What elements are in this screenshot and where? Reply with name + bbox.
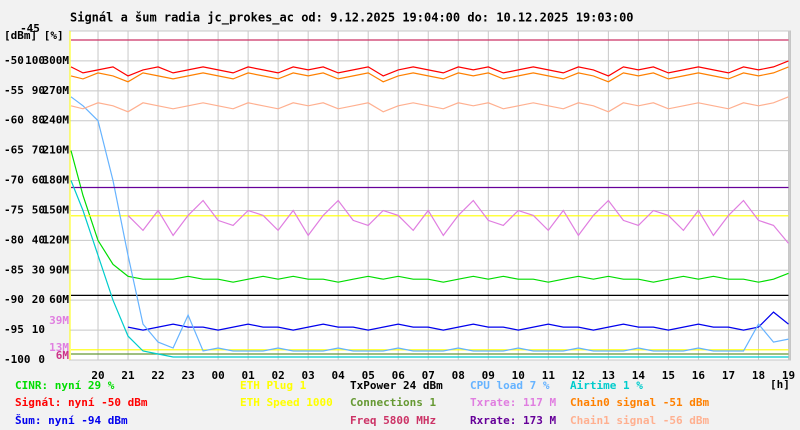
y3-tick-label: 300M <box>43 54 70 67</box>
y-tick-label: -85 <box>4 263 24 276</box>
legend-entry: Chain0 signal -51 dBm <box>570 396 709 409</box>
series-line <box>70 150 789 283</box>
y3-tick-label: 240M <box>43 114 70 127</box>
x-tick-label: 00 <box>211 369 224 382</box>
x-tick-label: 11 <box>542 369 556 382</box>
series-line <box>70 180 789 358</box>
y3-tick-label: 90M <box>49 263 69 276</box>
y2-tick-label: 100 <box>25 54 45 67</box>
x-tick-label: 18 <box>752 369 765 382</box>
y-tick-label: -60 <box>4 114 24 127</box>
legend-entry: Txrate: 117 M <box>470 396 556 409</box>
y-tick-label: -50 <box>4 54 24 67</box>
x-tick-label: 12 <box>572 369 585 382</box>
x-tick-label: 03 <box>302 369 315 382</box>
x-tick-label: 20 <box>91 369 104 382</box>
series-line <box>127 199 789 244</box>
y-tick-label: -95 <box>4 323 24 336</box>
x-axis-label: [h] <box>770 378 790 391</box>
x-tick-label: 15 <box>662 369 675 382</box>
y2-tick-label: 90 <box>32 84 45 97</box>
annotation: 39M <box>49 314 69 327</box>
y2-tick-label: 0 <box>38 353 45 366</box>
y-tick-label: -70 <box>4 174 24 187</box>
x-tick-label: 09 <box>482 369 495 382</box>
y3-tick-label: 270M <box>43 84 70 97</box>
y2-tick-label: 60 <box>32 174 45 187</box>
x-tick-label: 23 <box>181 369 194 382</box>
y2-tick-label: 20 <box>32 293 45 306</box>
x-tick-label: 08 <box>452 369 465 382</box>
y-tick-label: -90 <box>4 293 24 306</box>
legend-entry: CPU load 7 % <box>470 379 550 392</box>
legend-entry: Rxrate: 173 M <box>470 414 556 427</box>
x-tick-label: 06 <box>392 369 406 382</box>
y2-tick-label: 70 <box>32 144 45 157</box>
x-tick-label: 13 <box>602 369 615 382</box>
y-axis-label: [dBm] [%] <box>4 29 64 42</box>
x-tick-label: 07 <box>422 369 435 382</box>
x-tick-label: 04 <box>332 369 346 382</box>
legend-entry: TxPower 24 dBm <box>350 379 443 392</box>
y-tick-label: -75 <box>4 203 24 216</box>
y-tick-label: -100 <box>4 353 31 366</box>
y3-tick-label: 180M <box>43 174 70 187</box>
plot-area <box>69 30 791 361</box>
x-tick-label: 02 <box>272 369 285 382</box>
x-tick-label: 14 <box>632 369 646 382</box>
x-tick-label: 22 <box>151 369 164 382</box>
legend-entry: ETH Plug 1 <box>240 379 307 392</box>
x-tick-label: 21 <box>121 369 135 382</box>
legend-entry: Connections 1 <box>350 396 436 409</box>
x-tick-label: 05 <box>362 369 375 382</box>
legend-entry: Signál: nyní -50 dBm <box>15 396 148 409</box>
legend-entry: Šum: nyní -94 dBm <box>15 414 128 427</box>
y-tick-label: -55 <box>4 84 24 97</box>
x-tick-label: 19 <box>782 369 795 382</box>
annotation: 13M <box>49 341 69 354</box>
y3-tick-label: 60M <box>49 293 69 306</box>
y2-tick-label: 80 <box>32 114 45 127</box>
y2-tick-label: 30 <box>32 263 45 276</box>
legend-entry: Chain1 signal -56 dBm <box>570 414 709 427</box>
y2-tick-label: 50 <box>32 203 45 216</box>
series-line <box>70 96 789 352</box>
y3-tick-label: 120M <box>43 233 70 246</box>
x-tick-label: 10 <box>512 369 525 382</box>
y2-tick-label: 40 <box>32 233 45 246</box>
y-tick-label: -80 <box>4 233 24 246</box>
y3-tick-label: 150M <box>43 203 70 216</box>
x-tick-label: 17 <box>722 369 735 382</box>
legend-entry: ETH Speed 1000 <box>240 396 333 409</box>
series-line <box>70 66 789 83</box>
chart-title: Signál a šum radia jc_prokes_ac od: 9.12… <box>70 11 634 26</box>
y-tick-label: -45 <box>20 22 40 35</box>
y3-tick-label: 210M <box>43 144 70 157</box>
annotation: 6M <box>56 349 70 362</box>
series-line <box>70 96 789 113</box>
legend-entry: CINR: nyní 29 % <box>15 379 115 392</box>
y-tick-label: -65 <box>4 144 24 157</box>
legend-entry: Airtime 1 % <box>570 379 643 392</box>
series-line <box>70 60 789 77</box>
x-tick-label: 16 <box>692 369 706 382</box>
y2-tick-label: 10 <box>32 323 45 336</box>
legend-entry: Freq 5800 MHz <box>350 414 436 427</box>
x-tick-label: 01 <box>241 369 255 382</box>
series-line <box>127 311 789 331</box>
